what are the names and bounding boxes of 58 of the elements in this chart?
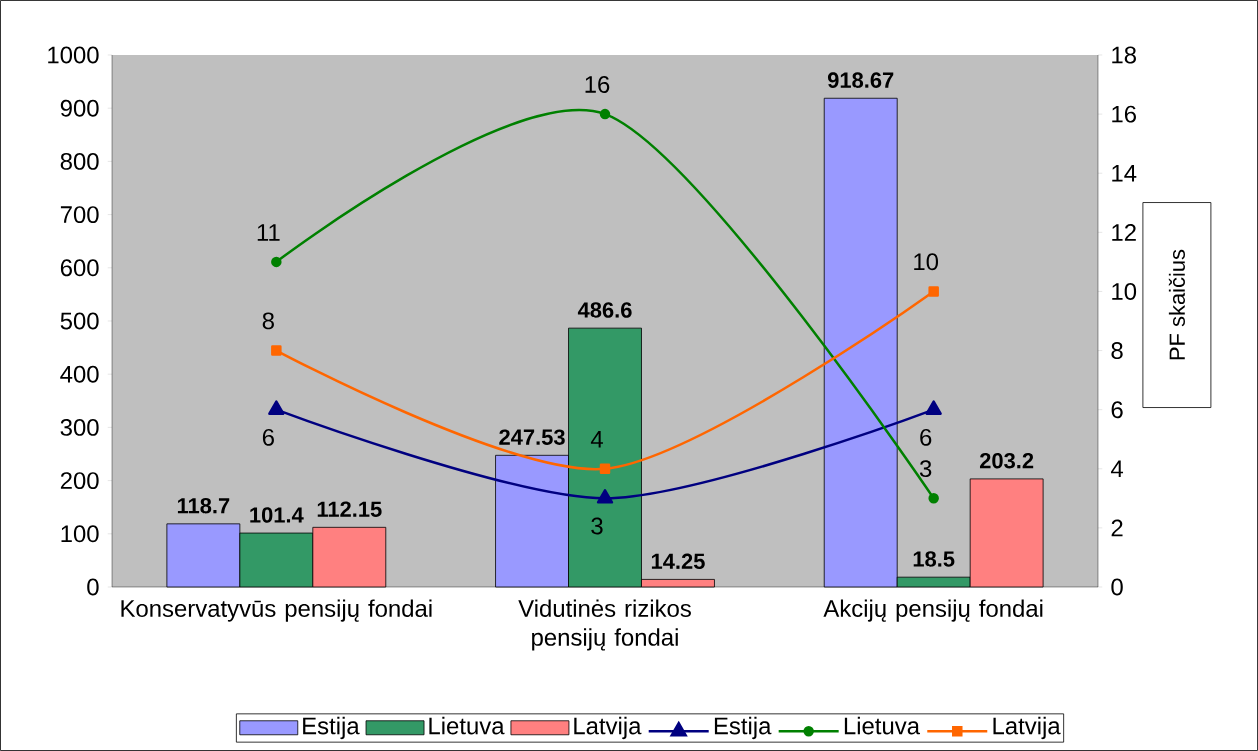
data-label: 486.6 [577, 302, 632, 318]
legend-label: Lietuva [844, 716, 921, 735]
y2-axis-title: PF skaičius [1168, 249, 1185, 360]
y-tick-label: 400 [60, 365, 99, 383]
y2-tick-label: 16 [1112, 105, 1136, 123]
y2-tick-label: 6 [1111, 401, 1123, 419]
data-label: 11 [257, 224, 280, 241]
data-label: 203.2 [979, 452, 1034, 469]
legend-label: Latvija [574, 716, 642, 740]
legend-label: Estija [303, 716, 360, 740]
x-tick-label: Akcijų pensijų fondai [823, 599, 1043, 622]
y2-tick-label: 2 [1111, 519, 1123, 537]
y-tick-label: 100 [61, 525, 99, 543]
data-label: 16 [585, 75, 610, 93]
x-tick-label: Vidutinės rizikos pensijų fondai [518, 599, 691, 651]
y-tick-label: 1000 [48, 46, 99, 64]
legend-label: Lietuva [429, 716, 505, 735]
y2-tick-label: 10 [1112, 282, 1137, 300]
y-tick-label: 200 [60, 472, 99, 490]
point [268, 400, 285, 415]
y2-tick-label: 12 [1112, 223, 1136, 241]
y-tick-label: 600 [60, 259, 99, 277]
y-tick-label: 500 [60, 312, 99, 330]
data-label: 118.7 [177, 497, 230, 514]
data-label: 8 [262, 312, 274, 330]
data-label: 18.5 [913, 551, 955, 567]
data-label: 14.25 [651, 553, 705, 570]
y2-tick-label: 18 [1112, 46, 1136, 64]
data-label: 247.53 [499, 429, 565, 445]
point [928, 493, 939, 504]
y-tick-label: 0 [87, 578, 99, 596]
y-tick-label: 900 [60, 99, 99, 117]
data-label: 3 [591, 517, 603, 535]
data-label: 6 [920, 428, 932, 446]
point [928, 286, 939, 297]
legend-label: Estija [714, 716, 772, 740]
y2-tick-label: 4 [1110, 460, 1124, 477]
legend-label: Latvija [993, 716, 1061, 740]
data-label: 101.4 [250, 507, 304, 523]
data-label: 10 [914, 253, 939, 271]
point [271, 345, 282, 356]
x-tick-label: Konservatyvūs pensijų fondai [121, 599, 432, 622]
point [599, 108, 611, 120]
point [599, 463, 611, 475]
point [271, 256, 282, 268]
data-label: 112.15 [317, 501, 382, 517]
y-tick-label: 300 [60, 418, 99, 436]
y2-tick-label: 8 [1111, 342, 1123, 360]
data-label: 6 [262, 428, 274, 446]
data-label: 3 [919, 460, 932, 478]
y-tick-label: 800 [60, 152, 99, 170]
y2-tick-label: 0 [1111, 578, 1123, 596]
data-label: 918.67 [827, 72, 894, 88]
data-label: 4 [590, 431, 603, 448]
point [925, 400, 942, 415]
y-tick-label: 700 [60, 206, 99, 224]
y2-tick-label: 14 [1112, 164, 1137, 182]
point [596, 489, 614, 504]
